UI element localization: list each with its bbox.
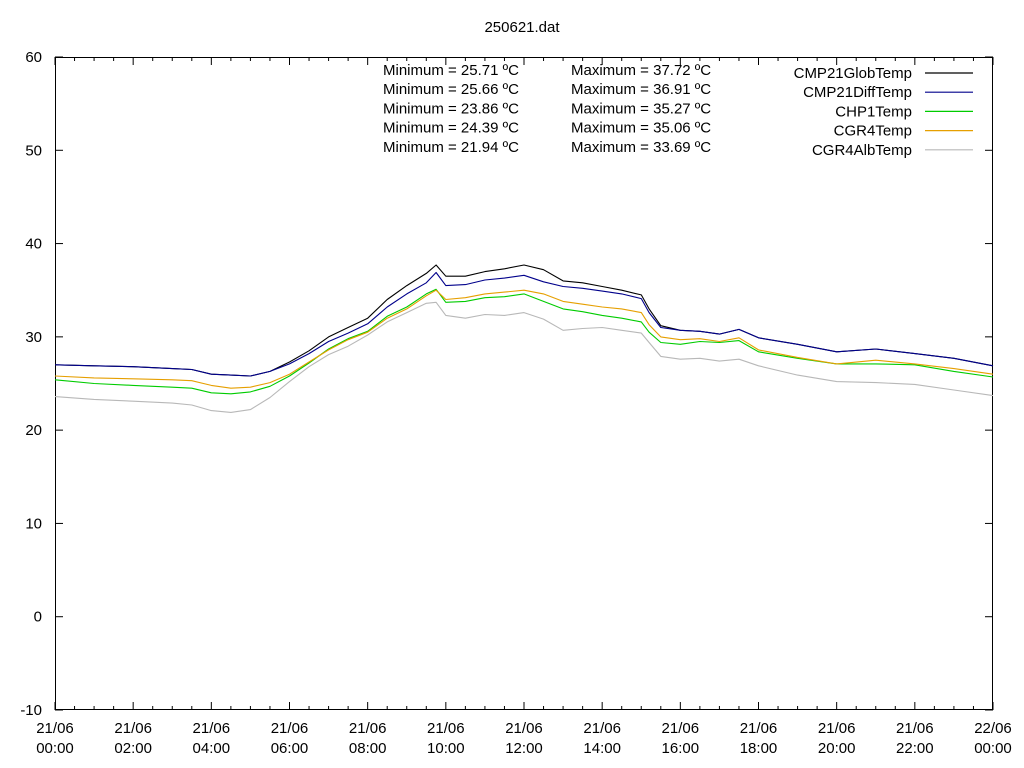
series-line-chp1temp — [54, 288, 994, 395]
series-line-cmp21difftemp — [54, 271, 994, 377]
x-axis: 21/06 00:00 21/06 02:00 21/06 04:00 21/06 06:00… — [36, 57, 1012, 757]
x-tick-time-label: 16:00 — [662, 740, 700, 757]
legend-label: CHP1Temp — [835, 103, 912, 120]
x-tick-date-label: 22/06 — [974, 720, 1012, 737]
x-tick-time-label: 14:00 — [583, 740, 621, 757]
minimum-label: Minimum = 25.66 ºC — [383, 81, 519, 98]
maximum-label: Maximum = 37.72 ºC — [571, 62, 711, 79]
y-tick-label: 40 — [25, 236, 42, 253]
x-tick-date-label: 21/06 — [271, 720, 309, 737]
x-tick-time-label: 22:00 — [896, 740, 934, 757]
series-lines — [54, 264, 994, 413]
x-tick-time-label: 00:00 — [36, 740, 74, 757]
y-tick-label: -10 — [20, 702, 42, 719]
maximum-label: Maximum = 33.69 ºC — [571, 139, 711, 156]
x-tick-date-label: 21/06 — [193, 720, 231, 737]
series-line-cmp21globtemp — [54, 264, 994, 377]
x-tick-date-label: 21/06 — [818, 720, 856, 737]
minimum-label: Minimum = 24.39 ºC — [383, 120, 519, 137]
x-tick-time-label: 20:00 — [818, 740, 856, 757]
minimum-label: Minimum = 25.71 ºC — [383, 62, 519, 79]
y-tick-label: 30 — [25, 329, 42, 346]
series-line-cgr4albtemp — [54, 301, 994, 413]
y-tick-label: 20 — [25, 422, 42, 439]
legend-label: CMP21GlobTemp — [794, 65, 912, 82]
y-tick-label: 0 — [34, 609, 42, 626]
maximum-label: Maximum = 36.91 ºC — [571, 81, 711, 98]
y-tick-label: 10 — [25, 515, 42, 532]
chart-title: 250621.dat — [484, 19, 560, 36]
x-tick-date-label: 21/06 — [505, 720, 543, 737]
x-tick-time-label: 10:00 — [427, 740, 465, 757]
x-tick-date-label: 21/06 — [427, 720, 465, 737]
maximum-label: Maximum = 35.27 ºC — [571, 100, 711, 117]
x-tick-time-label: 04:00 — [193, 740, 231, 757]
min-max-annotations: Minimum = 25.71 ºC Minimum = 25.66 ºC Mini… — [383, 62, 711, 156]
y-tick-label: 50 — [25, 142, 42, 159]
x-tick-date-label: 21/06 — [740, 720, 778, 737]
y-axis: -10 0 10 20 30 40 50 60 — [20, 49, 993, 719]
minimum-label: Minimum = 21.94 ºC — [383, 139, 519, 156]
legend: CMP21GlobTemp CMP21DiffTemp CHP1Temp CGR4Te… — [794, 65, 973, 159]
maximum-label: Maximum = 35.06 ºC — [571, 120, 711, 137]
x-tick-time-label: 18:00 — [740, 740, 778, 757]
series-line-cgr4temp — [54, 289, 994, 389]
minimum-label: Minimum = 23.86 ºC — [383, 100, 519, 117]
x-tick-date-label: 21/06 — [583, 720, 621, 737]
legend-label: CGR4Temp — [834, 123, 912, 140]
x-tick-date-label: 21/06 — [114, 720, 152, 737]
x-tick-time-label: 02:00 — [114, 740, 152, 757]
x-tick-time-label: 12:00 — [505, 740, 543, 757]
x-tick-date-label: 21/06 — [662, 720, 700, 737]
legend-label: CGR4AlbTemp — [812, 142, 912, 159]
x-tick-time-label: 00:00 — [974, 740, 1012, 757]
x-tick-date-label: 21/06 — [349, 720, 387, 737]
x-tick-time-label: 06:00 — [271, 740, 309, 757]
x-tick-time-label: 08:00 — [349, 740, 387, 757]
legend-label: CMP21DiffTemp — [803, 84, 912, 101]
y-tick-label: 60 — [25, 49, 42, 66]
x-tick-date-label: 21/06 — [896, 720, 934, 737]
x-tick-date-label: 21/06 — [36, 720, 74, 737]
